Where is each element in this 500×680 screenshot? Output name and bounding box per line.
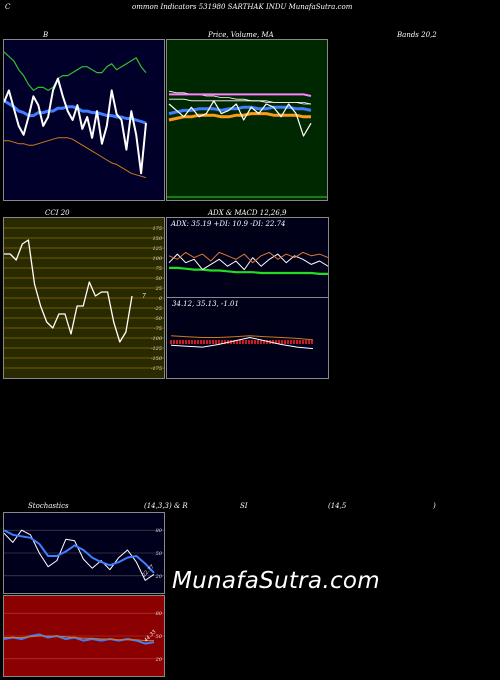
stoch-tick-label: 50 — [156, 551, 163, 557]
price-panel — [166, 39, 328, 201]
cci-tick-label: -125 — [151, 346, 162, 352]
bollinger-bands-middle-line — [4, 99, 147, 125]
bb-label: B — [43, 31, 49, 39]
adx--di-line — [168, 251, 328, 264]
macd-chart — [166, 297, 329, 379]
header-c-letter: C — [5, 3, 11, 11]
adx-+di-line — [168, 253, 328, 271]
rsi-tick-label: 20 — [155, 657, 163, 663]
stoch-label-e: ) — [433, 502, 436, 510]
price-ma-ma-b-line — [169, 93, 312, 97]
cci-tick-label: 25 — [155, 286, 162, 292]
macd-panel: 34.12, 35.13, -1.01 — [166, 297, 329, 379]
stoch-label-a: Stochastics — [28, 502, 69, 510]
bb-chart — [3, 39, 165, 201]
price-ma-close-line — [168, 100, 312, 137]
cci-tick-label: 75 — [156, 266, 162, 272]
price-ma-ma-c-line — [169, 98, 312, 105]
watermark: MunafaSutra.com — [172, 568, 380, 594]
cci-panel: 175 150 125 100 75 50 25 0 -25 -50 -75 -100 -125 -150… — [3, 217, 165, 379]
rsi-ma-line — [4, 635, 154, 642]
rsi-panel: 80 50 20 44.33 — [3, 595, 165, 677]
adx-chart — [166, 217, 329, 305]
stochastics-d-line — [4, 529, 155, 574]
page-title: ommon Indicators 531980 SARTHAK INDU Mun… — [132, 3, 353, 11]
stoch-label-b: (14,3,3) & R — [144, 502, 188, 510]
stoch-tick-label: 20 — [155, 574, 163, 580]
price-ma-ma-e-line — [168, 112, 311, 122]
cci-tick-label: -50 — [154, 316, 163, 322]
cci-last-label: 7 — [142, 293, 146, 300]
cci-cci-line — [4, 239, 133, 343]
bollinger-bands-close-line — [4, 77, 147, 175]
bb-panel — [3, 39, 165, 201]
macd-values: 34.12, 35.13, -1.01 — [172, 300, 239, 308]
bands-label: Bands 20,2 — [397, 31, 437, 39]
stoch-panel: 80 50 20 22.77 — [3, 512, 165, 594]
adx-adx-line — [169, 266, 328, 276]
stoch-label-c: SI — [240, 502, 248, 510]
cci-tick-label: 150 — [152, 236, 162, 242]
cci-chart: 175 150 125 100 75 50 25 0 -25 -50 -75 -100 -125 -150… — [3, 217, 165, 379]
macd-signal-line — [170, 335, 314, 341]
cci-tick-label: 0 — [159, 296, 163, 302]
price-label: Price, Volume, MA — [208, 31, 274, 39]
cci-tick-label: -150 — [151, 356, 163, 362]
rsi-tick-label: 80 — [156, 611, 163, 617]
adx-panel: ADX: 35.19 +DI: 10.9 -DI: 22.74 — [166, 217, 329, 305]
bollinger-bands-upper-line — [4, 51, 147, 92]
cci-tick-label: 175 — [152, 226, 162, 232]
cci-tick-label: -175 — [151, 366, 162, 372]
adx-label: ADX & MACD 12,26,9 — [208, 209, 287, 217]
macd-macd-line — [170, 337, 314, 350]
stoch-label-d: (14,5 — [328, 502, 347, 510]
bollinger-bands-lower-line — [4, 137, 147, 179]
cci-tick-label: 125 — [152, 246, 162, 252]
adx-values: ADX: 35.19 +DI: 10.9 -DI: 22.74 — [171, 220, 286, 228]
stochastics-k-line — [4, 529, 155, 581]
price-chart — [166, 39, 328, 201]
cci-tick-label: -25 — [154, 306, 162, 312]
stoch-tick-label: 80 — [156, 528, 163, 534]
cci-tick-label: -100 — [151, 336, 163, 342]
rsi-tick-label: 50 — [156, 634, 163, 640]
cci-tick-label: -75 — [154, 326, 162, 332]
cci-tick-label: 100 — [152, 256, 162, 262]
cci-tick-label: 50 — [156, 276, 163, 282]
cci-label: CCI 20 — [45, 209, 70, 217]
